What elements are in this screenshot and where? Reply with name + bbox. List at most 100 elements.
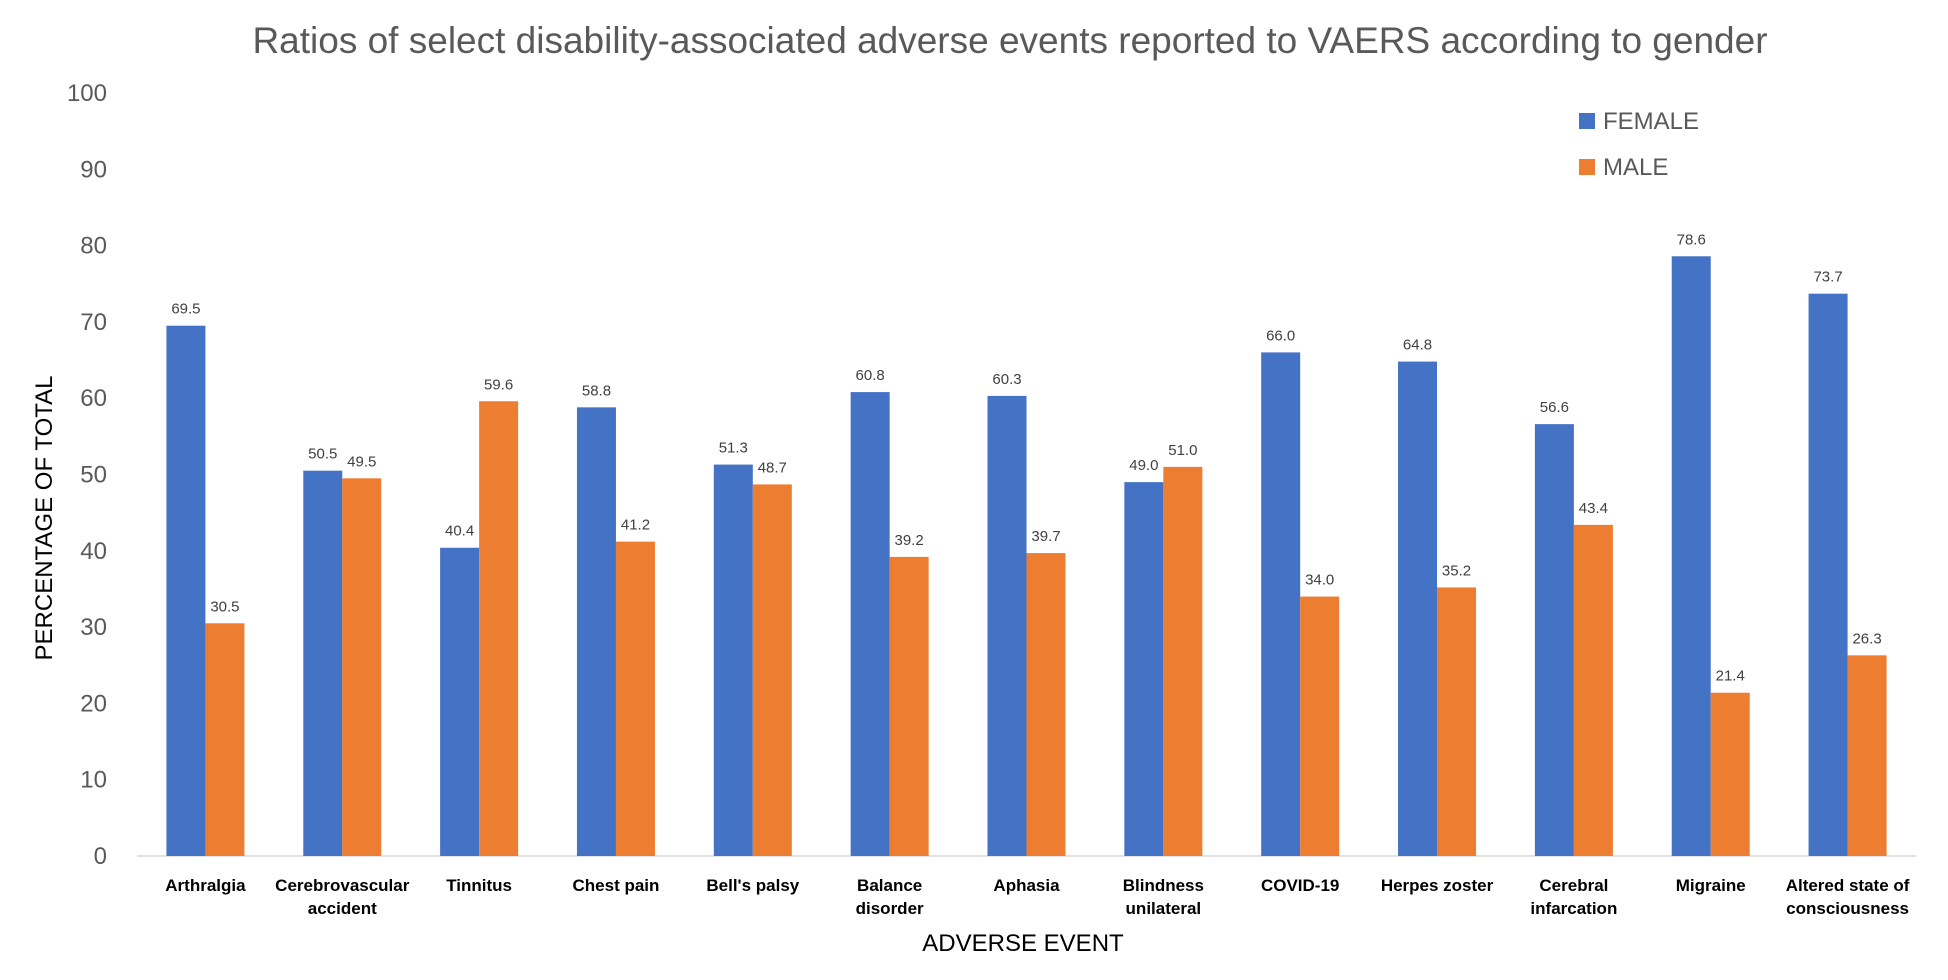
bar-female xyxy=(1124,482,1164,856)
x-axis-label: ADVERSE EVENT xyxy=(922,930,1124,957)
data-label-male: 21.4 xyxy=(1716,668,1745,685)
bars xyxy=(166,256,1887,857)
y-tick-label: 100 xyxy=(67,80,107,107)
chart-title: Ratios of select disability-associated a… xyxy=(252,20,1767,61)
data-label-male: 30.5 xyxy=(210,598,239,615)
x-tick-label: Migraine xyxy=(1676,876,1746,895)
bar-female xyxy=(440,547,480,856)
x-tick-label-line: Bell's palsy xyxy=(706,876,799,895)
x-tick-label-line: Chest pain xyxy=(573,876,660,895)
bar-male xyxy=(1847,655,1887,856)
bar-female xyxy=(1534,424,1574,856)
bar-male xyxy=(615,541,655,856)
data-label-male: 59.6 xyxy=(484,376,513,393)
x-tick-label-line: COVID-19 xyxy=(1261,876,1339,895)
bar-female xyxy=(713,464,753,856)
y-axis: 0 10 20 30 40 50 60 70 80 90 100 xyxy=(67,80,107,870)
x-tick-label-line: Blindness xyxy=(1123,876,1204,895)
data-label-female: 66.0 xyxy=(1266,327,1295,344)
x-tick-label-line: Cerebrovascular xyxy=(275,876,410,895)
data-label-male: 51.0 xyxy=(1168,442,1197,459)
x-tick-label: Altered state of consciousness xyxy=(1786,876,1910,918)
bar-male xyxy=(205,623,245,856)
x-tick-label: Bell's palsy xyxy=(706,876,799,895)
bar-male xyxy=(1026,553,1066,856)
bar-female xyxy=(1398,361,1438,856)
x-tick-label-line: Herpes zoster xyxy=(1381,876,1494,895)
y-tick-label: 10 xyxy=(80,767,107,794)
data-label-male: 26.3 xyxy=(1852,630,1881,647)
x-tick-label-line: Cerebral xyxy=(1539,876,1608,895)
data-label-male: 41.2 xyxy=(621,517,650,534)
x-tick-label-line: consciousness xyxy=(1786,899,1909,918)
x-tick-label-line: Tinnitus xyxy=(446,876,512,895)
bar-male xyxy=(342,478,382,856)
x-tick-label-line: Aphasia xyxy=(993,876,1060,895)
legend-swatch-male xyxy=(1579,159,1595,175)
legend-label-male: MALE xyxy=(1603,154,1668,181)
bar-male xyxy=(479,401,519,856)
data-label-male: 35.2 xyxy=(1442,562,1471,579)
data-label-female: 60.3 xyxy=(992,371,1021,388)
bar-female xyxy=(303,470,343,856)
data-label-female: 64.8 xyxy=(1403,337,1432,354)
data-label-male: 49.5 xyxy=(347,453,376,470)
x-tick-label: Cerebrovascular accident xyxy=(275,876,410,918)
data-label-male: 39.7 xyxy=(1031,528,1060,545)
bar-male xyxy=(1437,587,1477,856)
bar-male xyxy=(889,556,929,856)
y-tick-label: 50 xyxy=(80,462,107,489)
data-label-female: 69.5 xyxy=(171,301,200,318)
x-tick-label-line: Balance xyxy=(857,876,922,895)
bar-male xyxy=(1710,692,1750,856)
legend: FEMALE MALE xyxy=(1579,108,1699,181)
data-label-female: 40.4 xyxy=(445,523,474,540)
x-tick-labels: Arthralgia Cerebrovascular accident Tinnitu… xyxy=(165,876,1910,918)
bar-male xyxy=(1573,524,1613,856)
x-tick-label-line: Arthralgia xyxy=(165,876,246,895)
x-tick-label: Arthralgia xyxy=(165,876,246,895)
x-tick-label-line: disorder xyxy=(856,899,924,918)
x-tick-label: COVID-19 xyxy=(1261,876,1339,895)
y-tick-label: 70 xyxy=(80,309,107,336)
data-label-female: 58.8 xyxy=(582,382,611,399)
x-tick-label-line: Altered state of xyxy=(1786,876,1910,895)
data-label-female: 60.8 xyxy=(856,367,885,384)
bar-female xyxy=(987,395,1027,856)
y-tick-label: 40 xyxy=(80,538,107,565)
bar-male xyxy=(752,484,792,856)
x-tick-label-line: accident xyxy=(308,899,377,918)
x-tick-label: Balance disorder xyxy=(856,876,924,918)
y-tick-label: 20 xyxy=(80,690,107,717)
y-tick-label: 30 xyxy=(80,614,107,641)
bar-female xyxy=(576,407,616,856)
y-tick-label: 80 xyxy=(80,233,107,260)
data-label-female: 50.5 xyxy=(308,446,337,463)
data-label-female: 78.6 xyxy=(1677,231,1706,248)
data-label-male: 48.7 xyxy=(758,459,787,476)
bar-female xyxy=(850,392,890,856)
x-tick-label: Aphasia xyxy=(993,876,1060,895)
x-tick-label: Herpes zoster xyxy=(1381,876,1494,895)
y-tick-label: 0 xyxy=(94,843,107,870)
x-tick-label: Chest pain xyxy=(573,876,660,895)
x-tick-label: Tinnitus xyxy=(446,876,512,895)
x-tick-label: Cerebral infarcation xyxy=(1530,876,1617,918)
legend-swatch-female xyxy=(1579,113,1595,129)
bar-female xyxy=(1671,256,1711,857)
data-labels: 69.5 50.5 40.4 58.8 51.3 60.8 60.3 49.0 66.0 64.8… xyxy=(171,231,1881,684)
bar-female xyxy=(1808,293,1848,856)
x-tick-label-line: infarcation xyxy=(1530,899,1617,918)
y-tick-label: 90 xyxy=(80,156,107,183)
data-label-female: 51.3 xyxy=(719,440,748,457)
data-label-male: 34.0 xyxy=(1305,572,1334,589)
data-label-female: 49.0 xyxy=(1129,457,1158,474)
bar-female xyxy=(166,325,206,857)
bar-female xyxy=(1261,352,1301,856)
bar-male xyxy=(1163,466,1203,856)
data-label-female: 73.7 xyxy=(1813,269,1842,286)
y-tick-label: 60 xyxy=(80,385,107,412)
x-tick-label-line: unilateral xyxy=(1126,899,1202,918)
legend-label-female: FEMALE xyxy=(1603,108,1699,135)
